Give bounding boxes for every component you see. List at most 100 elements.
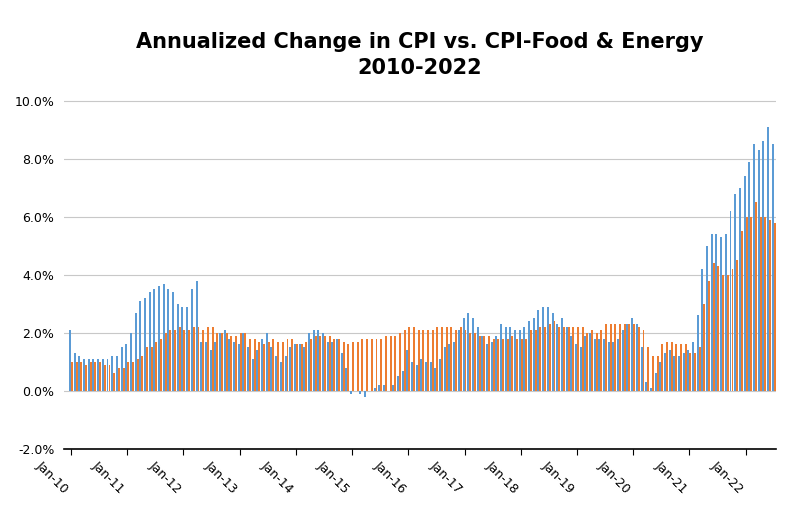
Bar <box>662 344 663 391</box>
Bar <box>416 365 418 391</box>
Bar <box>739 188 741 391</box>
Bar <box>477 327 478 391</box>
Bar <box>202 330 204 391</box>
Bar <box>566 327 567 391</box>
Bar <box>600 330 602 391</box>
Bar <box>570 336 572 391</box>
Bar <box>682 353 685 391</box>
Bar <box>319 336 322 391</box>
Bar <box>390 336 391 391</box>
Bar <box>338 338 340 391</box>
Bar <box>563 327 565 391</box>
Bar <box>556 324 558 391</box>
Bar <box>654 373 657 391</box>
Bar <box>584 336 586 391</box>
Bar <box>748 162 750 391</box>
Bar <box>493 338 494 391</box>
Bar <box>228 338 230 391</box>
Bar <box>233 342 235 391</box>
Bar <box>708 280 710 391</box>
Bar <box>432 330 434 391</box>
Bar <box>383 385 385 391</box>
Bar <box>715 234 718 391</box>
Bar <box>603 338 605 391</box>
Bar <box>434 367 436 391</box>
Bar <box>589 333 591 391</box>
Bar <box>392 385 394 391</box>
Bar <box>118 367 120 391</box>
Bar <box>210 350 211 391</box>
Bar <box>178 327 181 391</box>
Bar <box>371 338 373 391</box>
Bar <box>469 333 471 391</box>
Bar <box>439 359 441 391</box>
Bar <box>675 344 678 391</box>
Bar <box>467 313 469 391</box>
Bar <box>364 391 366 397</box>
Bar <box>741 231 743 391</box>
Bar <box>193 327 194 391</box>
Bar <box>698 347 701 391</box>
Bar <box>533 318 534 391</box>
Bar <box>549 324 550 391</box>
Bar <box>331 342 334 391</box>
Bar <box>282 342 284 391</box>
Bar <box>596 333 598 391</box>
Bar <box>594 338 596 391</box>
Bar <box>669 350 670 391</box>
Bar <box>219 333 221 391</box>
Bar <box>572 327 574 391</box>
Bar <box>334 338 335 391</box>
Bar <box>646 382 647 391</box>
Bar <box>375 338 378 391</box>
Bar <box>413 327 415 391</box>
Bar <box>90 362 92 391</box>
Bar <box>769 220 771 391</box>
Bar <box>291 338 293 391</box>
Bar <box>622 330 624 391</box>
Bar <box>329 336 330 391</box>
Bar <box>385 336 387 391</box>
Bar <box>598 338 600 391</box>
Bar <box>149 292 150 391</box>
Bar <box>539 327 542 391</box>
Bar <box>109 365 110 391</box>
Bar <box>631 318 633 391</box>
Bar <box>195 280 198 391</box>
Bar <box>142 356 143 391</box>
Bar <box>692 342 694 391</box>
Bar <box>659 362 662 391</box>
Bar <box>474 333 476 391</box>
Bar <box>518 330 521 391</box>
Bar <box>399 333 401 391</box>
Bar <box>116 356 118 391</box>
Bar <box>702 269 703 391</box>
Bar <box>465 330 466 391</box>
Bar <box>252 359 254 391</box>
Bar <box>244 333 246 391</box>
Bar <box>303 347 306 391</box>
Bar <box>582 327 583 391</box>
Bar <box>511 336 514 391</box>
Bar <box>313 330 314 391</box>
Bar <box>422 330 424 391</box>
Bar <box>127 362 130 391</box>
Bar <box>71 362 73 391</box>
Bar <box>242 333 244 391</box>
Bar <box>411 362 413 391</box>
Bar <box>134 313 137 391</box>
Bar <box>636 324 638 391</box>
Bar <box>290 347 291 391</box>
Title: Annualized Change in CPI vs. CPI-Food & Energy
2010-2022: Annualized Change in CPI vs. CPI-Food & … <box>136 32 704 78</box>
Bar <box>324 336 326 391</box>
Bar <box>750 217 752 391</box>
Bar <box>462 318 465 391</box>
Bar <box>614 324 616 391</box>
Bar <box>666 342 668 391</box>
Bar <box>505 327 506 391</box>
Bar <box>182 307 183 391</box>
Bar <box>638 327 640 391</box>
Bar <box>326 342 329 391</box>
Bar <box>188 330 190 391</box>
Bar <box>502 338 504 391</box>
